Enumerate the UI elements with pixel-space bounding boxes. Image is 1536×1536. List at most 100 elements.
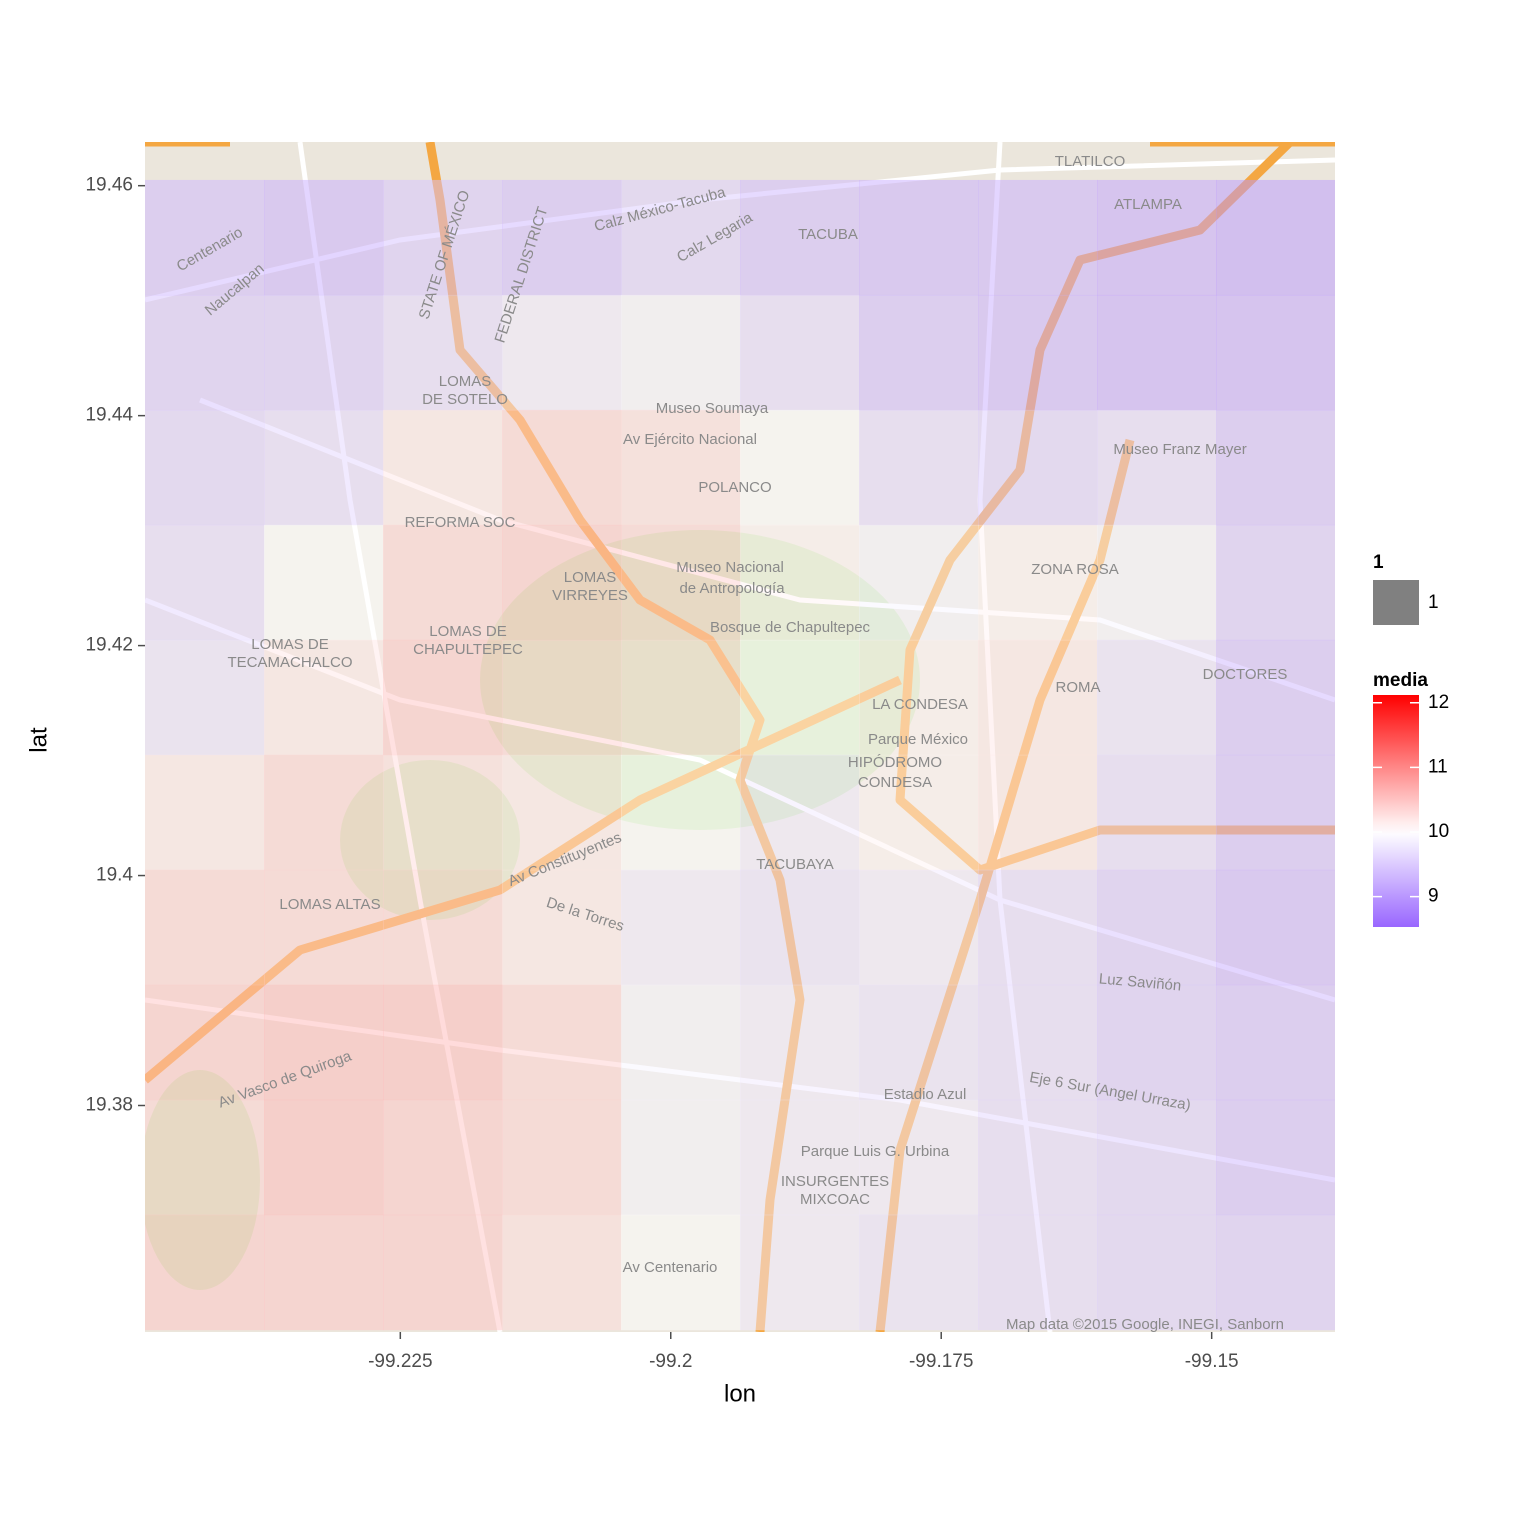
tile [383, 409, 503, 526]
colorbar [1373, 695, 1419, 927]
tile [621, 409, 741, 526]
tile [383, 984, 503, 1101]
tile [1216, 294, 1335, 411]
tile [1097, 639, 1217, 756]
map-label: de Antropología [679, 580, 785, 597]
tile [264, 1099, 384, 1216]
tile [1097, 1214, 1217, 1331]
map-label: LOMAS DE [251, 636, 329, 653]
tile [740, 524, 860, 641]
map-label: Parque México [868, 731, 968, 748]
map-label: DOCTORES [1203, 666, 1288, 683]
map-label: INSURGENTES [781, 1173, 889, 1190]
tile [264, 984, 384, 1101]
tile [1216, 639, 1335, 756]
tile [1216, 984, 1335, 1101]
tile [502, 524, 622, 641]
tile [1097, 754, 1217, 871]
tile [383, 1099, 503, 1216]
map-label: VIRREYES [552, 587, 628, 604]
tile [978, 639, 1098, 756]
tile [145, 984, 265, 1101]
tile [502, 179, 622, 296]
map-label: Av Ejército Nacional [623, 431, 757, 448]
tile [1097, 409, 1217, 526]
tile [1097, 524, 1217, 641]
tile [383, 754, 503, 871]
tile [859, 984, 979, 1101]
tile [978, 1099, 1098, 1216]
tile [859, 639, 979, 756]
map-label: Bosque de Chapultepec [710, 619, 871, 636]
tile [859, 179, 979, 296]
tile [145, 179, 265, 296]
tile [1097, 869, 1217, 986]
tile [502, 984, 622, 1101]
tile [502, 754, 622, 871]
tile [978, 754, 1098, 871]
map-label: DE SOTELO [422, 391, 508, 408]
tile [502, 1099, 622, 1216]
tile [264, 294, 384, 411]
tile [383, 1214, 503, 1331]
tile [1097, 294, 1217, 411]
map-label: LOMAS DE [429, 623, 507, 640]
tile [740, 294, 860, 411]
tile [145, 409, 265, 526]
tile [1216, 1099, 1335, 1216]
tile [740, 869, 860, 986]
tile [1216, 869, 1335, 986]
tile [978, 179, 1098, 296]
tile [264, 869, 384, 986]
map-label: Estadio Azul [884, 1086, 967, 1103]
x-tick-label: -99.2 [649, 1351, 692, 1372]
map-label: CHAPULTEPEC [413, 641, 523, 658]
tile [978, 294, 1098, 411]
map-label: ROMA [1056, 679, 1101, 696]
tile-layer [145, 179, 1335, 1331]
map-label: POLANCO [698, 479, 771, 496]
map-label: Parque Luis G. Urbina [801, 1143, 950, 1160]
y-tick-label: 19.44 [85, 405, 133, 426]
tile [1097, 1099, 1217, 1216]
legend-swatch [1373, 580, 1419, 625]
tile [978, 984, 1098, 1101]
tile [740, 639, 860, 756]
map-label: LOMAS [564, 569, 617, 586]
tile [145, 1099, 265, 1216]
tile [621, 524, 741, 641]
tile [383, 524, 503, 641]
tile [383, 639, 503, 756]
tile [859, 1099, 979, 1216]
x-axis-title: lon [724, 1380, 756, 1407]
tile [1216, 409, 1335, 526]
tile [859, 754, 979, 871]
tile [978, 524, 1098, 641]
map-label: MIXCOAC [800, 1191, 870, 1208]
colorbar-label: 10 [1428, 821, 1449, 842]
tile [502, 639, 622, 756]
colorbar-label: 9 [1428, 886, 1439, 907]
map-label: CONDESA [858, 774, 932, 791]
legend-label: 1 [1428, 592, 1439, 613]
y-tick-label: 19.42 [85, 635, 133, 656]
map-label: Museo Soumaya [656, 400, 769, 417]
tile [264, 639, 384, 756]
tile [740, 984, 860, 1101]
map-label: Map data ©2015 Google, INEGI, Sanborn [1006, 1316, 1284, 1333]
tile [264, 524, 384, 641]
map-label: TACUBA [798, 226, 858, 243]
x-tick-label: -99.175 [909, 1351, 973, 1372]
tile [383, 294, 503, 411]
map-label: ZONA ROSA [1031, 561, 1119, 578]
tile [740, 409, 860, 526]
map-label: TLATILCO [1055, 153, 1126, 170]
tile [145, 294, 265, 411]
tile [1216, 524, 1335, 641]
tile [859, 294, 979, 411]
tile [621, 639, 741, 756]
map-label: TECAMACHALCO [227, 654, 352, 671]
tile [502, 869, 622, 986]
tile [1216, 179, 1335, 296]
